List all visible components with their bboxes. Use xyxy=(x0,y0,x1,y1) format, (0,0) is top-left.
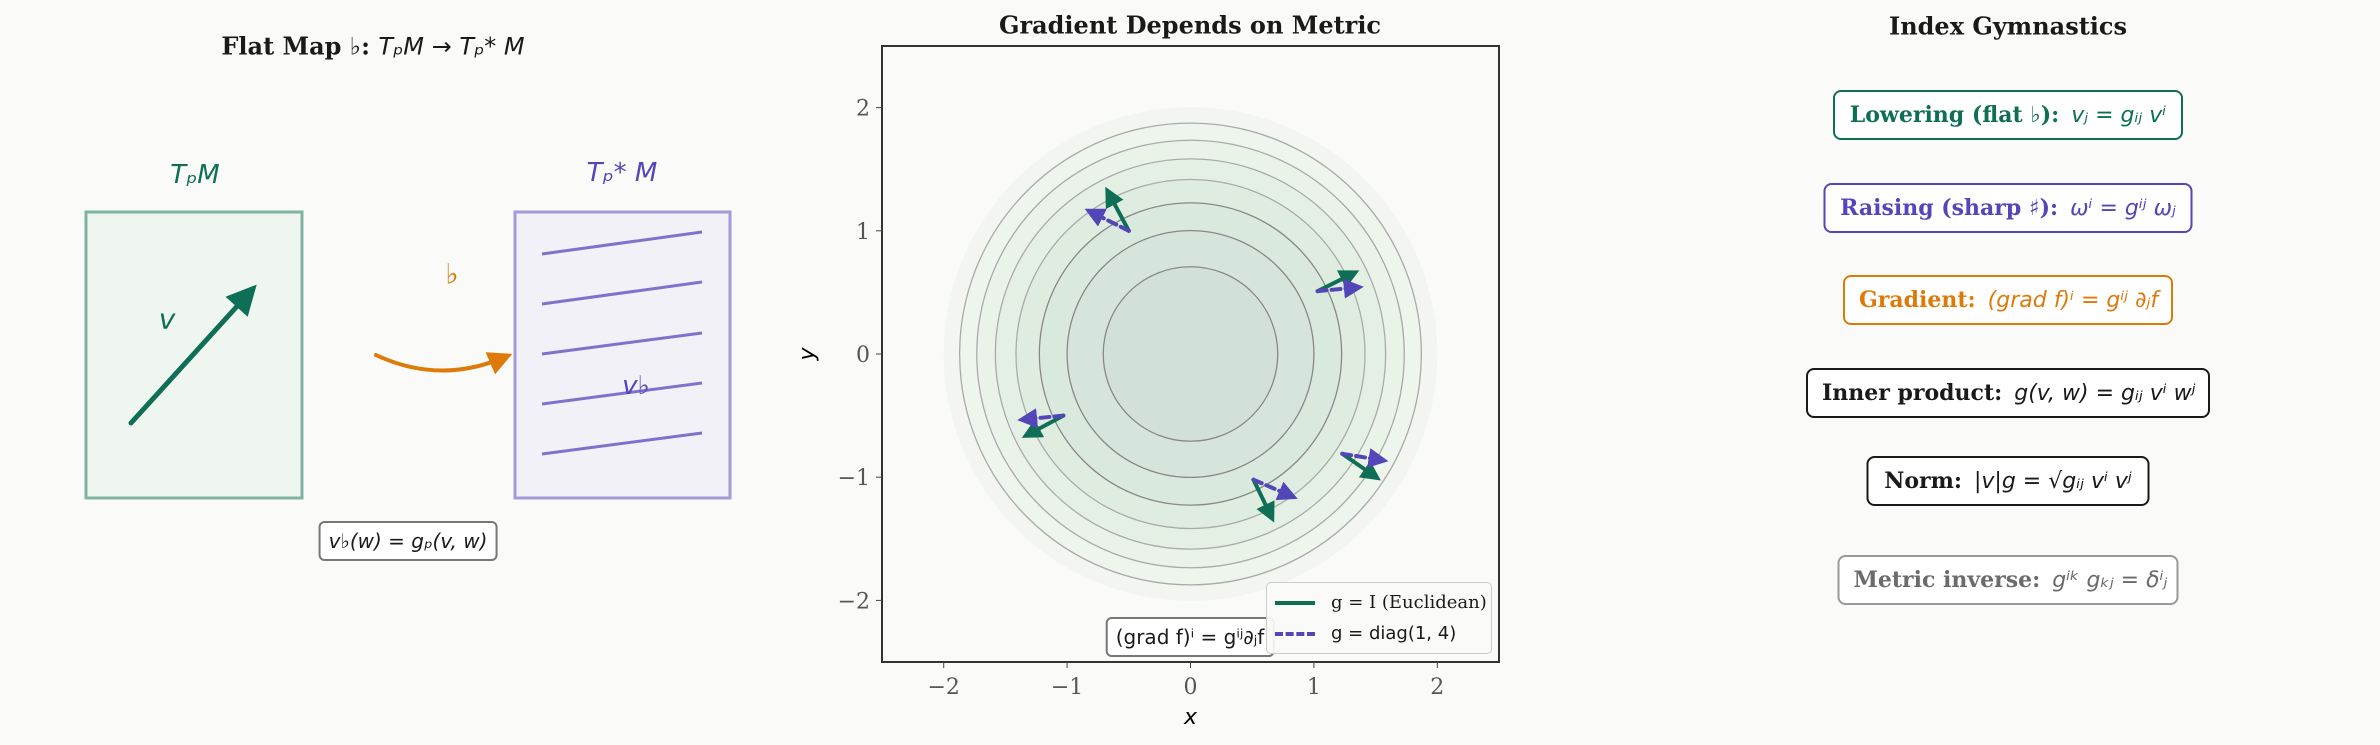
cotangent-space-label: Tₚ* M xyxy=(586,158,658,188)
identity-box: Metric inverse: gⁱᵏ gₖⱼ = δⁱⱼ xyxy=(1837,555,2179,605)
identity-formula: vⱼ = gᵢⱼ vⁱ xyxy=(2071,103,2167,128)
euclidean-gradient-arrow xyxy=(1021,413,1066,438)
identity-formula: g(v, w) = gᵢⱼ vⁱ wʲ xyxy=(2014,381,2196,406)
identity-label: Norm: xyxy=(1884,468,1962,494)
index-gymnastics-title: Index Gymnastics xyxy=(1888,11,2128,41)
tangent-space-label: TₚM xyxy=(170,160,220,190)
contour-level-0.5 xyxy=(1102,266,1279,442)
legend-label: g = diag(1, 4) xyxy=(1331,623,1457,644)
legend-item-euclidean: g = I (Euclidean) xyxy=(1275,592,1487,613)
vector-arrow xyxy=(128,284,257,426)
y-tick-label: 1 xyxy=(856,220,870,245)
covector-level-lines xyxy=(541,230,703,456)
y-tick-label: −2 xyxy=(838,589,870,614)
identity-box: Lowering (flat ♭): vⱼ = gᵢⱼ vⁱ xyxy=(1833,90,2183,140)
identity-label: Inner product: xyxy=(1822,380,2003,406)
flat-map-title: Flat Map ♭: TₚM → Tₚ* M xyxy=(221,32,524,61)
identity-box: Raising (sharp ♯): ωⁱ = gⁱʲ ωⱼ xyxy=(1823,183,2193,233)
metric-gradient-arrow xyxy=(1017,408,1066,429)
x-axis-label: x xyxy=(1183,705,1198,730)
title-math: TₚM → Tₚ* M xyxy=(378,32,525,61)
level-line xyxy=(541,381,703,406)
level-line xyxy=(541,431,703,456)
identity-formula: gⁱᵏ gₖⱼ = δⁱⱼ xyxy=(2052,568,2168,593)
y-axis-label: y xyxy=(800,347,820,362)
legend-label: g = I (Euclidean) xyxy=(1331,592,1487,613)
identity-label: Metric inverse: xyxy=(1853,567,2041,593)
x-tick-label: −2 xyxy=(927,675,959,700)
chart-legend: g = I (Euclidean) g = diag(1, 4) xyxy=(1266,582,1492,654)
cotangent-space-box xyxy=(513,210,732,500)
y-tick-label: 0 xyxy=(856,343,870,368)
euclidean-gradient-arrow xyxy=(1315,270,1360,294)
flat-map-arrow xyxy=(374,352,513,375)
metric-gradient-arrow xyxy=(1340,448,1389,468)
flat-formula-box: v♭(w) = gₚ(v, w) xyxy=(318,521,498,561)
euclidean-gradient-arrow xyxy=(1340,451,1381,481)
identity-label: Lowering (flat ♭): xyxy=(1849,102,2060,128)
identity-formula: (grad f)ⁱ = gⁱʲ ∂ⱼf xyxy=(1987,288,2159,313)
identity-formula: |v|g = √gᵢⱼ vⁱ vʲ xyxy=(1973,469,2132,494)
flat-symbol: ♭ xyxy=(445,257,459,291)
metric-gradient-arrow xyxy=(1251,477,1298,501)
gradient-formula-box: (grad f)ⁱ = gⁱʲ∂ⱼf xyxy=(1105,617,1275,657)
identity-label: Raising (sharp ♯): xyxy=(1840,195,2059,221)
euclidean-gradient-arrow xyxy=(1251,477,1275,523)
identity-formula: ωⁱ = gⁱʲ ωⱼ xyxy=(2070,196,2176,221)
identity-label: Gradient: xyxy=(1859,287,1976,313)
vector-label: v xyxy=(158,302,176,336)
identity-box: Norm: |v|g = √gᵢⱼ vⁱ vʲ xyxy=(1866,456,2150,506)
y-tick-label: −1 xyxy=(838,466,870,491)
level-line xyxy=(541,280,703,306)
gradient-chart-title: Gradient Depends on Metric xyxy=(998,10,1382,40)
level-line xyxy=(541,331,703,356)
legend-dashed-line-icon xyxy=(1275,631,1315,636)
legend-solid-line-icon xyxy=(1275,600,1315,605)
x-tick-label: 0 xyxy=(1184,675,1198,700)
covector-label: v♭ xyxy=(622,371,650,401)
metric-gradient-arrow xyxy=(1084,208,1131,233)
identity-box: Inner product: g(v, w) = gᵢⱼ vⁱ wʲ xyxy=(1806,368,2210,418)
gradient-chart: −2 −1 0 1 2 −2 −1 0 1 2 x y xyxy=(800,45,1500,730)
identity-box: Gradient: (grad f)ⁱ = gⁱʲ ∂ⱼf xyxy=(1843,275,2173,325)
x-tick-label: 1 xyxy=(1307,675,1321,700)
x-tick-label: −1 xyxy=(1051,675,1083,700)
euclidean-gradient-arrow xyxy=(1105,186,1131,233)
flat-map-diagram xyxy=(84,210,732,500)
metric-gradient-arrow xyxy=(1315,278,1364,299)
x-tick-label: 2 xyxy=(1430,675,1444,700)
legend-item-diag-metric: g = diag(1, 4) xyxy=(1275,623,1456,644)
level-line xyxy=(541,230,703,256)
title-text: Flat Map ♭: xyxy=(221,31,379,61)
y-tick-label: 2 xyxy=(856,97,870,122)
